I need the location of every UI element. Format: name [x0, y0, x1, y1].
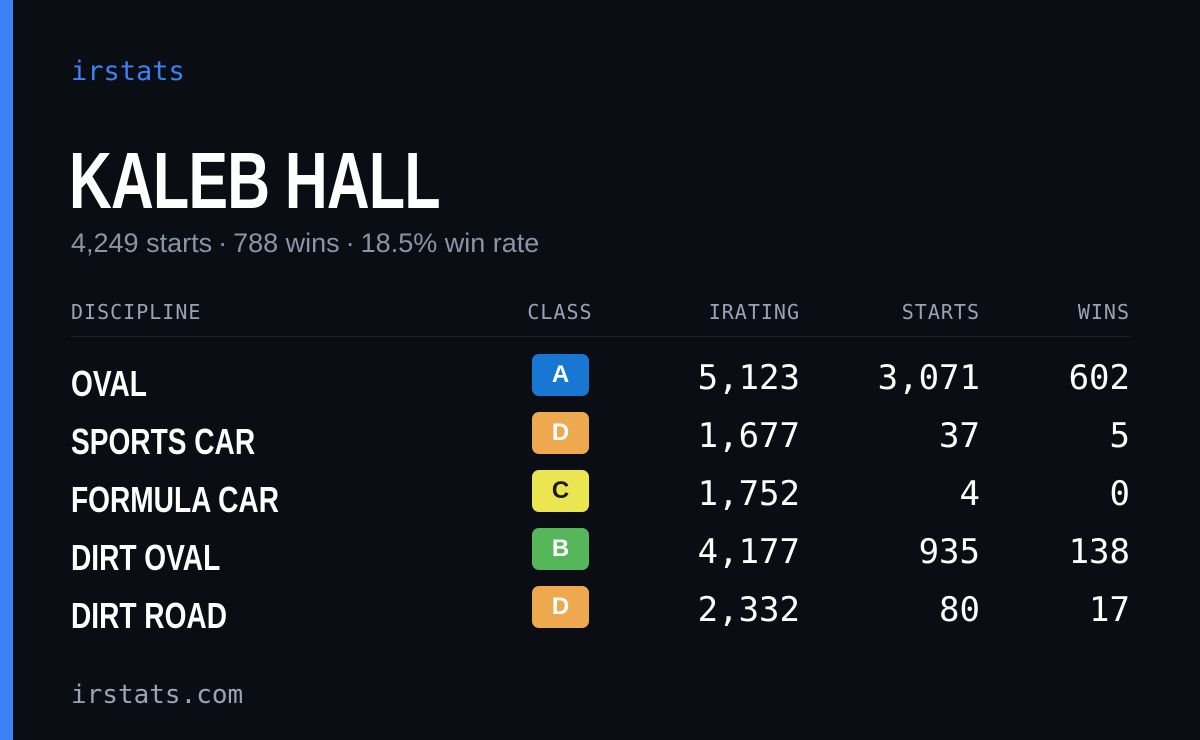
irating-value: 2,332: [697, 590, 800, 630]
stats-table-body: OVAL A 5,123 3,071 602 SPORTS CAR D 1,67…: [71, 350, 1130, 640]
wins-value: 0: [1109, 474, 1130, 514]
footer-url[interactable]: irstats.com: [71, 680, 244, 710]
summary-separator: ·: [218, 228, 228, 258]
wins-value: 138: [1068, 532, 1130, 572]
wins-value: 17: [1089, 590, 1130, 630]
header-wins: WINS: [1077, 300, 1130, 324]
header-irating: IRATING: [708, 300, 800, 324]
starts-value: 4: [959, 474, 980, 514]
discipline-name: OVAL: [71, 363, 147, 404]
stats-table-header: DISCIPLINE CLASS IRATING STARTS WINS: [71, 300, 1130, 337]
discipline-name: DIRT OVAL: [71, 537, 221, 578]
header-discipline: DISCIPLINE: [71, 300, 202, 324]
starts-value: 37: [939, 416, 980, 456]
starts-value: 935: [918, 532, 980, 572]
class-badge: C: [532, 470, 589, 512]
table-row: SPORTS CAR D 1,677 37 5: [71, 408, 1130, 466]
table-row: DIRT ROAD D 2,332 80 17: [71, 582, 1130, 640]
table-row: OVAL A 5,123 3,071 602: [71, 350, 1130, 408]
brand-logo-text: irstats: [71, 56, 185, 87]
header-starts: STARTS: [901, 300, 980, 324]
wins-value: 602: [1068, 358, 1130, 398]
summary-win-rate: 18.5% win rate: [360, 228, 540, 258]
class-badge: D: [532, 586, 589, 628]
starts-value: 80: [939, 590, 980, 630]
header-class: CLASS: [527, 300, 593, 324]
discipline-name: FORMULA CAR: [71, 479, 279, 520]
class-badge: A: [532, 354, 589, 396]
class-badge: B: [532, 528, 589, 570]
summary-wins: 788 wins: [233, 228, 340, 258]
driver-summary: 4,249 starts · 788 wins · 18.5% win rate: [71, 228, 539, 259]
table-row: FORMULA CAR C 1,752 4 0: [71, 466, 1130, 524]
driver-name: KALEB HALL: [69, 136, 441, 225]
irating-value: 4,177: [697, 532, 800, 572]
accent-bar: [0, 0, 13, 740]
irating-value: 5,123: [697, 358, 800, 398]
starts-value: 3,071: [877, 358, 980, 398]
class-badge: D: [532, 412, 589, 454]
summary-starts: 4,249 starts: [71, 228, 213, 258]
summary-separator: ·: [345, 228, 355, 258]
irating-value: 1,752: [697, 474, 800, 514]
table-row: DIRT OVAL B 4,177 935 138: [71, 524, 1130, 582]
discipline-name: SPORTS CAR: [71, 421, 256, 462]
wins-value: 5: [1109, 416, 1130, 456]
irating-value: 1,677: [697, 416, 800, 456]
discipline-name: DIRT ROAD: [71, 595, 227, 636]
